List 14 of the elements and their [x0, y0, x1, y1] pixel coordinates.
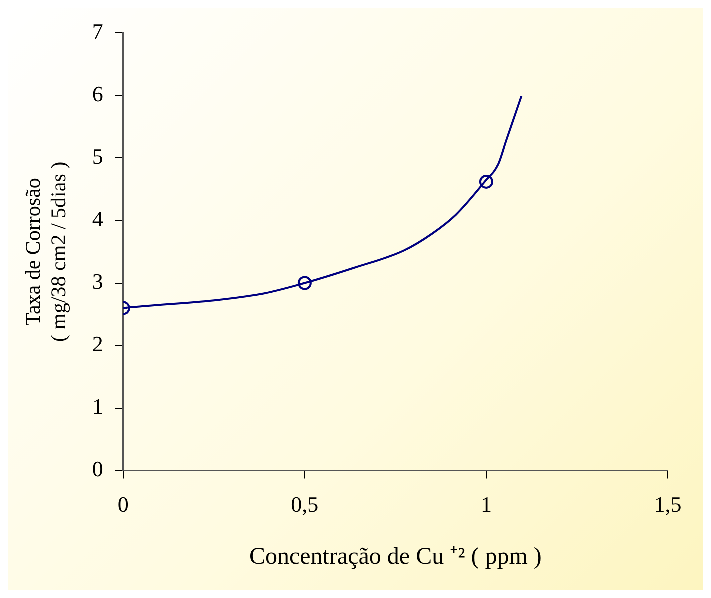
- y-tick-label: 7: [92, 18, 104, 44]
- y-tick-label: 0: [92, 456, 104, 482]
- x-axis-title: Concentração de Cu ⁺² ( ppm ): [249, 544, 542, 570]
- y-tick-label: 3: [92, 269, 104, 294]
- x-tick-label: 0: [118, 492, 129, 517]
- y-tick-label: 6: [92, 81, 104, 106]
- y-axis-title: Taxa de Corrosão ( mg/38 cm2 / 5dias ): [21, 162, 70, 342]
- y-tick-label: 5: [92, 144, 104, 170]
- x-tick-label: 1: [480, 492, 492, 517]
- y-tick-label: 1: [92, 394, 104, 420]
- y-tick-label: 4: [92, 206, 104, 232]
- x-tick-label: 1,5: [654, 492, 682, 517]
- x-tick-label: 0,5: [291, 492, 319, 517]
- y-tick-label: 2: [92, 332, 104, 357]
